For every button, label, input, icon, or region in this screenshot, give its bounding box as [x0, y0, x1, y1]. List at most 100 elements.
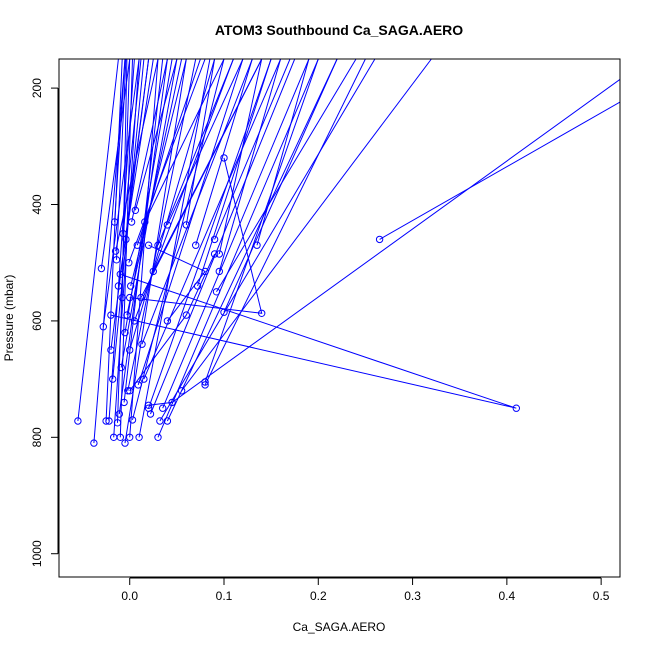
series-line	[136, 59, 201, 246]
series-line	[119, 59, 133, 438]
x-tick-label: 0.3	[404, 589, 421, 603]
y-tick-label: 600	[30, 311, 44, 331]
data-series	[149, 59, 263, 276]
series-line	[141, 59, 253, 345]
data-series	[126, 250, 219, 395]
data-point	[141, 218, 149, 226]
series-line	[122, 59, 142, 234]
data-point	[126, 433, 134, 441]
series-line	[162, 59, 310, 409]
data-series	[192, 59, 253, 249]
data-series	[121, 59, 187, 447]
data-point	[117, 363, 125, 372]
data-point	[125, 259, 133, 267]
data-series	[210, 59, 291, 244]
series-line	[137, 59, 244, 386]
data-point	[118, 293, 126, 302]
series-line	[204, 59, 366, 386]
data-series	[107, 270, 520, 412]
data-point	[124, 387, 132, 395]
y-tick-label: 800	[30, 427, 44, 447]
data-point	[109, 375, 117, 383]
data-point	[126, 387, 134, 395]
series-line	[126, 59, 183, 316]
data-point	[182, 311, 191, 319]
data-series	[163, 59, 338, 425]
data-point	[131, 206, 140, 215]
series-line	[216, 59, 357, 293]
data-point	[128, 416, 137, 424]
series-line	[143, 59, 282, 380]
data-point	[116, 433, 125, 441]
data-series	[375, 101, 620, 244]
data-point	[149, 267, 158, 276]
data-point	[126, 293, 134, 302]
data-point	[163, 417, 172, 425]
series-line	[256, 59, 310, 246]
series-line	[197, 59, 272, 287]
series-line	[124, 59, 187, 444]
data-point	[120, 398, 128, 407]
data-point	[127, 282, 135, 290]
data-point	[126, 346, 134, 354]
series-line	[218, 59, 263, 255]
series-line	[77, 59, 119, 422]
x-tick-label: 0.2	[310, 589, 327, 603]
data-point	[253, 241, 261, 249]
data-point	[192, 241, 200, 249]
chart-title: ATOM3 Southbound Ca_SAGA.AERO	[215, 22, 463, 38]
data-point	[163, 221, 172, 229]
series-line	[166, 59, 338, 422]
x-tick-label: 0.5	[593, 589, 610, 603]
data-series	[99, 59, 140, 331]
data-point	[177, 387, 186, 395]
data-point	[168, 398, 176, 407]
data-point	[107, 346, 115, 354]
data-point	[182, 221, 191, 229]
data-point	[105, 417, 113, 425]
x-tick-label: 0.4	[499, 589, 516, 603]
data-point	[220, 154, 228, 162]
data-point	[121, 328, 129, 337]
data-series	[125, 59, 206, 267]
series-line	[223, 59, 338, 313]
data-series	[122, 59, 150, 244]
data-series	[144, 78, 620, 409]
y-tick-label: 400	[30, 194, 44, 214]
series-line	[123, 59, 164, 403]
series-line	[166, 59, 244, 226]
data-point	[212, 288, 221, 296]
series-line	[102, 59, 140, 327]
x-axis: 0.0 0.1 0.2 0.3 0.4 0.5	[121, 577, 610, 603]
series-line	[148, 244, 206, 322]
data-series	[112, 59, 127, 264]
data-point	[215, 267, 224, 276]
series-line	[379, 101, 620, 240]
data-series	[156, 59, 376, 425]
series-line	[129, 253, 216, 392]
data-point	[215, 250, 224, 258]
series-line	[114, 59, 126, 223]
data-series	[135, 59, 211, 441]
series-line	[138, 59, 211, 438]
data-point	[116, 270, 125, 278]
data-point	[146, 410, 155, 418]
series-line	[148, 59, 272, 409]
data-point	[201, 381, 209, 389]
series-line	[127, 59, 197, 391]
series-line	[100, 59, 131, 269]
data-series	[144, 241, 209, 325]
data-series	[215, 59, 263, 258]
data-series	[127, 59, 187, 290]
data-series	[134, 59, 244, 389]
series-line	[157, 59, 234, 246]
series-line	[144, 59, 225, 223]
data-point	[154, 433, 162, 441]
data-point	[111, 247, 120, 255]
series-line	[117, 59, 154, 287]
y-axis-label: Pressure (mbar)	[2, 275, 16, 362]
data-point	[159, 404, 167, 412]
y-tick-label: 200	[30, 78, 44, 98]
data-series	[97, 59, 131, 273]
